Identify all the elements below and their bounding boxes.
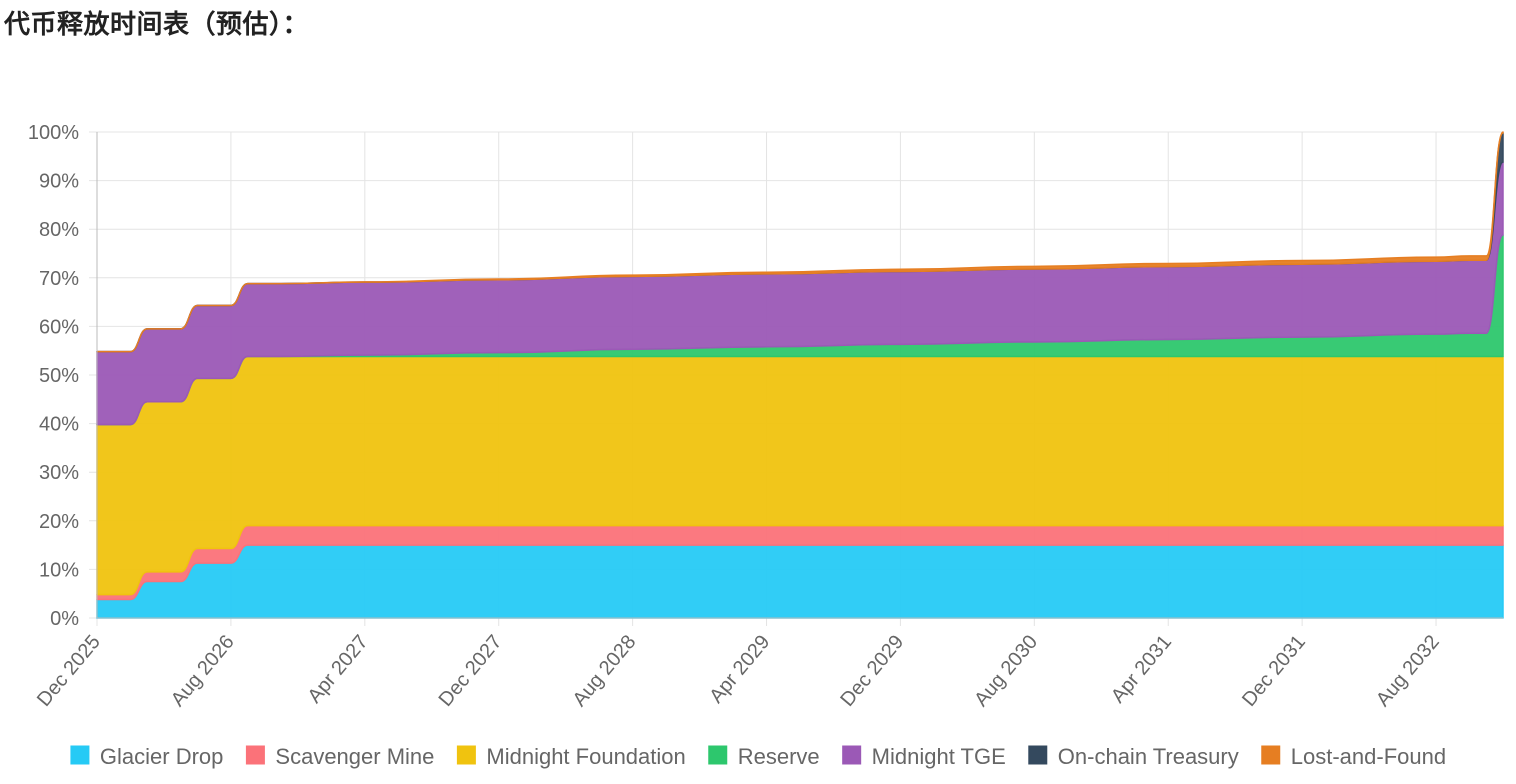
- x-tick-label: Apr 2027: [304, 631, 373, 707]
- legend-swatch: [841, 744, 863, 766]
- y-tick-label: 30%: [39, 462, 79, 484]
- y-tick-label: 100%: [28, 122, 79, 144]
- legend-item-glacier-drop: Glacier Drop: [69, 744, 223, 769]
- legend-item-on-chain-treasury: On-chain Treasury: [1027, 744, 1239, 769]
- x-tick-label: Aug 2032: [1372, 631, 1444, 711]
- x-tick-label: Aug 2030: [970, 631, 1042, 711]
- legend-label: Midnight TGE: [872, 744, 1006, 769]
- legend-label: Glacier Drop: [100, 744, 223, 769]
- x-tick-label: Apr 2031: [1107, 631, 1176, 707]
- area-series-group: [96, 131, 1504, 619]
- legend-item-midnight-tge: Midnight TGE: [841, 744, 1006, 769]
- legend-swatch: [1027, 744, 1049, 766]
- legend-label: Midnight Foundation: [486, 744, 685, 769]
- legend-swatch: [707, 744, 729, 766]
- legend-item-scavenger-mine: Scavenger Mine: [244, 744, 434, 769]
- legend-swatch: [244, 744, 266, 766]
- legend-swatch: [69, 744, 91, 766]
- series-area-lost-and-found: [96, 131, 1504, 353]
- legend-item-lost-and-found: Lost-and-Found: [1260, 744, 1446, 769]
- legend-label: Scavenger Mine: [275, 744, 434, 769]
- legend-swatch: [1260, 744, 1282, 766]
- y-tick-label: 80%: [39, 219, 79, 241]
- legend-label: On-chain Treasury: [1058, 744, 1239, 769]
- legend: Glacier Drop Scavenger Mine Midnight Found…: [69, 744, 1446, 769]
- legend-item-reserve: Reserve: [707, 744, 820, 769]
- x-tick-label: Apr 2029: [705, 631, 774, 707]
- y-tick-label: 40%: [39, 414, 79, 436]
- x-tick-label: Dec 2027: [435, 631, 507, 711]
- x-tick-label: Aug 2026: [167, 631, 239, 711]
- y-tick-label: 70%: [39, 268, 79, 290]
- legend-label: Reserve: [738, 744, 820, 769]
- y-tick-label: 10%: [39, 559, 79, 581]
- x-tick-label: Dec 2031: [1238, 631, 1310, 711]
- x-tick-label: Dec 2025: [33, 631, 105, 711]
- y-tick-label: 90%: [39, 171, 79, 193]
- legend-swatch: [455, 744, 477, 766]
- page-title: 代币释放时间表（预估）：: [4, 10, 310, 40]
- legend-label: Lost-and-Found: [1291, 744, 1446, 769]
- legend-item-midnight-foundation: Midnight Foundation: [455, 744, 686, 769]
- y-tick-label: 50%: [39, 365, 79, 387]
- series-area-glacier-drop: [96, 544, 1504, 619]
- x-tick-label: Aug 2028: [569, 631, 641, 711]
- x-tick-label: Dec 2029: [836, 631, 908, 711]
- y-tick-label: 0%: [50, 608, 79, 630]
- y-tick-label: 20%: [39, 511, 79, 533]
- y-tick-label: 60%: [39, 316, 79, 338]
